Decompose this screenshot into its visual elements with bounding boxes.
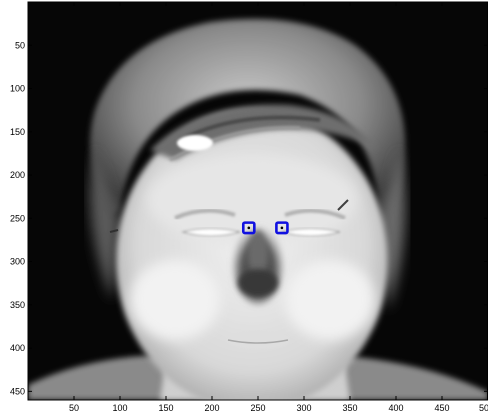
left-eye-box <box>241 221 256 235</box>
y-tick-label: 50 <box>15 40 25 50</box>
x-tick-label: 150 <box>158 403 173 413</box>
x-tick-label: 450 <box>434 403 449 413</box>
y-tick-label: 450 <box>10 386 25 396</box>
x-axis: 50 100 150 200 250 300 350 400 450 50 <box>69 2 488 413</box>
y-tick-label: 400 <box>10 343 25 353</box>
x-tick-label: 50 <box>69 403 79 413</box>
right-eye-box <box>275 221 289 235</box>
x-tick-label: 100 <box>112 403 127 413</box>
y-tick-label: 200 <box>10 170 25 180</box>
left-eye <box>181 228 241 237</box>
x-tick-label: 400 <box>388 403 403 413</box>
marker-layer <box>241 221 289 235</box>
right-eye-box-center <box>280 226 284 230</box>
hair <box>90 18 406 230</box>
mouth <box>226 331 290 349</box>
hair-fringe <box>150 104 378 160</box>
x-tick-label: 300 <box>296 403 311 413</box>
x-tick-label: 50 <box>479 403 488 413</box>
left-eye-box-center <box>247 226 251 230</box>
right-eye <box>280 228 341 237</box>
y-axis: 50 100 150 200 250 300 350 400 450 <box>10 40 488 396</box>
thermal-face-image <box>28 2 488 400</box>
y-tick-label: 350 <box>10 300 25 310</box>
y-tick-label: 300 <box>10 257 25 267</box>
x-tick-label: 200 <box>204 403 219 413</box>
y-tick-label: 250 <box>10 213 25 223</box>
y-tick-label: 150 <box>10 127 25 137</box>
y-tick-label: 100 <box>10 84 25 94</box>
right-eyebrow <box>284 208 346 220</box>
left-eyebrow <box>174 208 236 220</box>
x-tick-label: 250 <box>250 403 265 413</box>
x-tick-label: 350 <box>342 403 357 413</box>
